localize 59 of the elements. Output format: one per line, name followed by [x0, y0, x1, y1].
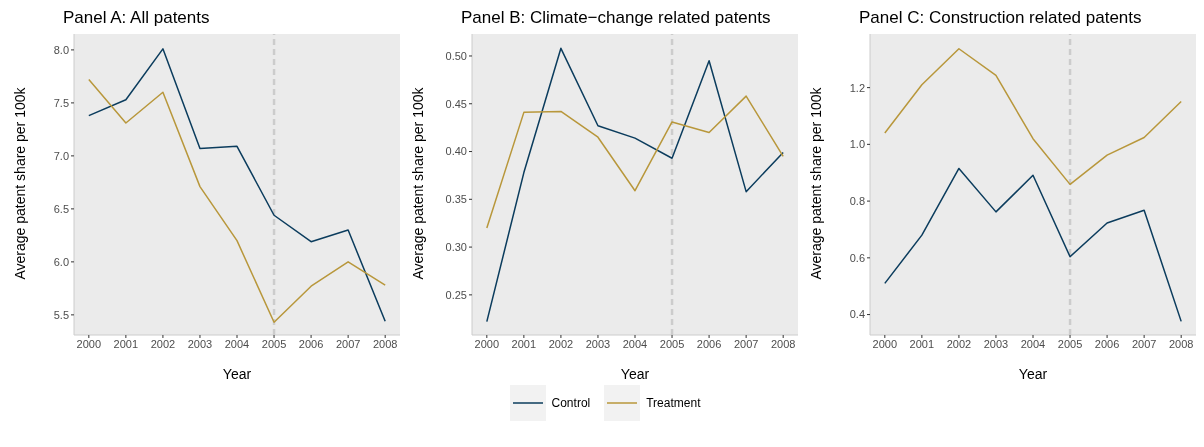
- x-tick-label: 2006: [298, 337, 324, 350]
- line-series: [486, 95, 784, 229]
- x-tick-label: 2005: [261, 337, 287, 350]
- y-axis-title: Average patent share per 100k: [807, 86, 824, 280]
- y-axis-title: Average patent share per 100k: [11, 86, 28, 280]
- x-tick-label: 2002: [548, 337, 574, 350]
- y-tick-label: 1.0: [849, 138, 865, 151]
- y-tick-label: 5.5: [53, 308, 69, 321]
- x-tick-label: 2005: [1057, 337, 1083, 350]
- x-tick-label: 2008: [1168, 337, 1194, 350]
- line-series: [884, 167, 1182, 323]
- x-axis-title: Year: [620, 366, 650, 382]
- x-tick-label: 2008: [372, 337, 398, 350]
- chart-title: Panel B: Climate−change related patents: [460, 8, 772, 29]
- x-tick-label: 2001: [909, 337, 935, 350]
- y-tick-label: 0.6: [849, 251, 865, 264]
- y-tick-label: 0.50: [445, 49, 467, 62]
- x-tick-label: 2001: [113, 337, 139, 350]
- y-tick-label: 7.0: [53, 149, 69, 162]
- y-tick-label: 0.4: [849, 308, 865, 321]
- x-tick-label: 2003: [983, 337, 1009, 350]
- x-tick-label: 2000: [872, 337, 898, 350]
- x-tick-label: 2007: [733, 337, 759, 350]
- y-axis-title: Average patent share per 100k: [409, 86, 426, 280]
- chart-title: Panel A: All patents: [62, 8, 211, 29]
- chart-title: Panel C: Construction related patents: [858, 8, 1143, 29]
- x-tick-label: 2003: [187, 337, 213, 350]
- x-tick-label: 2001: [511, 337, 537, 350]
- y-tick-label: 0.35: [445, 193, 467, 206]
- x-tick-label: 2002: [150, 337, 176, 350]
- legend-label: Control: [551, 396, 591, 410]
- x-tick-label: 2002: [946, 337, 972, 350]
- x-tick-label: 2008: [770, 337, 796, 350]
- y-tick-label: 0.30: [445, 240, 467, 253]
- x-tick-label: 2000: [76, 337, 102, 350]
- x-tick-label: 2000: [474, 337, 500, 350]
- y-tick-label: 1.2: [849, 81, 865, 94]
- x-tick-label: 2004: [1020, 337, 1046, 350]
- y-tick-label: 8.0: [53, 43, 69, 56]
- x-tick-label: 2004: [622, 337, 648, 350]
- y-tick-label: 0.45: [445, 97, 467, 110]
- line-series: [884, 48, 1182, 186]
- y-tick-label: 0.40: [445, 145, 467, 158]
- legend-label: Treatment: [646, 396, 701, 410]
- x-tick-label: 2004: [224, 337, 250, 350]
- y-tick-label: 7.5: [53, 96, 69, 109]
- x-tick-label: 2003: [585, 337, 611, 350]
- x-tick-label: 2006: [696, 337, 722, 350]
- line-series: [486, 47, 784, 323]
- y-tick-label: 6.0: [53, 255, 69, 268]
- y-tick-label: 0.8: [849, 195, 865, 207]
- x-axis-title: Year: [222, 366, 252, 382]
- x-tick-label: 2006: [1094, 337, 1120, 350]
- x-tick-label: 2005: [659, 337, 685, 350]
- x-tick-label: 2007: [335, 337, 361, 350]
- x-axis-title: Year: [1018, 366, 1048, 382]
- y-tick-label: 6.5: [53, 202, 69, 215]
- x-tick-label: 2007: [1131, 337, 1157, 350]
- y-tick-label: 0.25: [445, 288, 467, 301]
